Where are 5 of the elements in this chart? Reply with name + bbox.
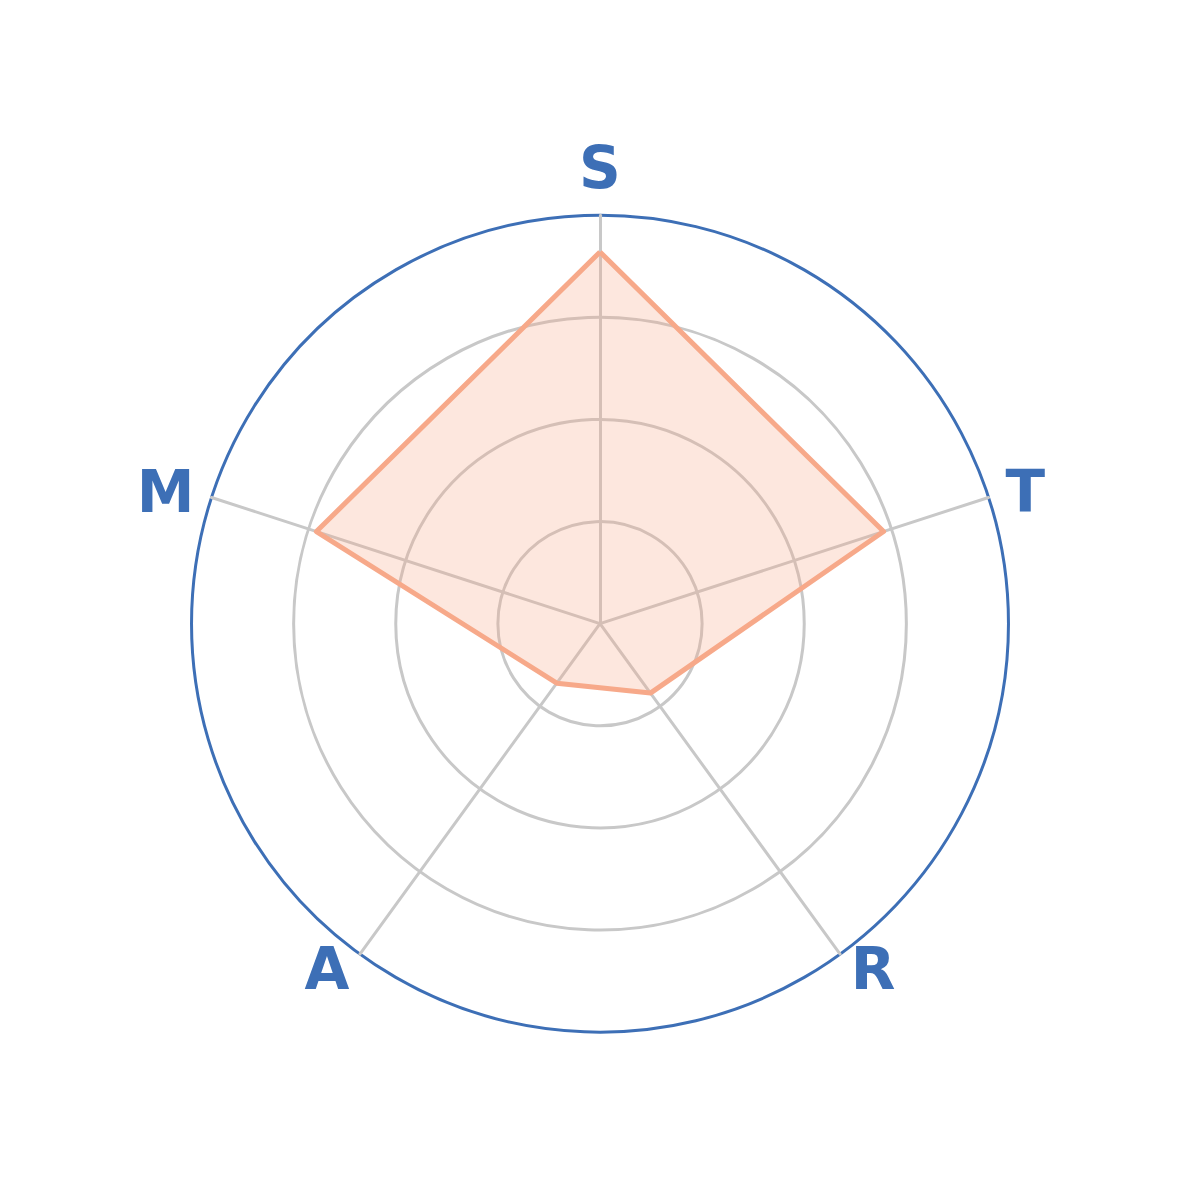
spoke-label: T [1005, 457, 1046, 526]
spoke-label: S [579, 134, 621, 203]
spoke-label: R [850, 934, 896, 1003]
spoke-label: A [304, 934, 350, 1003]
spoke-label: M [136, 457, 195, 526]
